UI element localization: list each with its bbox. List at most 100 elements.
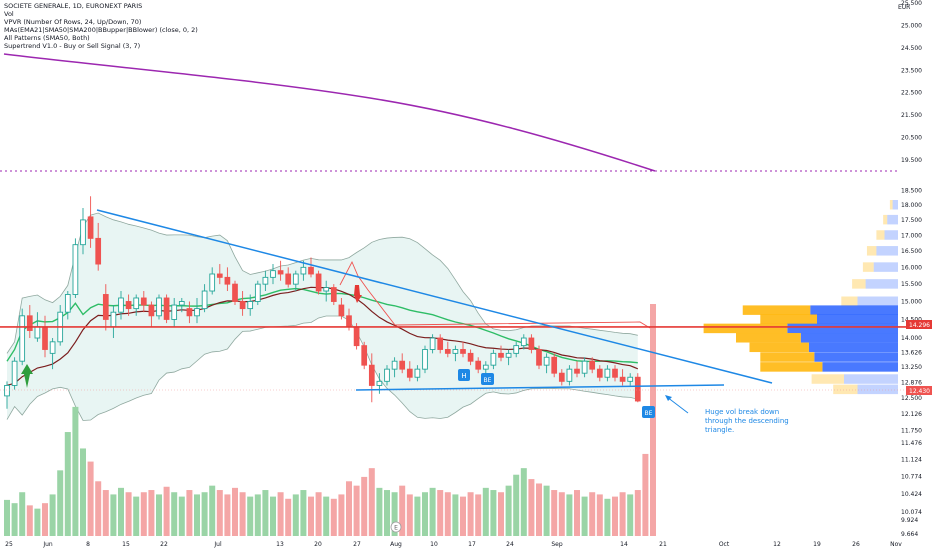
candle[interactable]: [528, 334, 535, 354]
candle[interactable]: [399, 353, 406, 374]
candle[interactable]: [133, 294, 140, 316]
candle[interactable]: [72, 238, 79, 298]
time-tick-label: 17: [468, 541, 476, 548]
candle[interactable]: [323, 280, 330, 302]
candle[interactable]: [406, 361, 413, 382]
volume-bar: [368, 468, 375, 536]
candle[interactable]: [574, 361, 580, 378]
candle[interactable]: [612, 365, 618, 382]
candle[interactable]: [604, 365, 611, 382]
candle[interactable]: [536, 345, 542, 370]
candle[interactable]: [308, 257, 314, 278]
candle[interactable]: [391, 357, 398, 378]
candle[interactable]: [467, 349, 474, 366]
candle[interactable]: [589, 357, 596, 374]
candle[interactable]: [95, 222, 102, 271]
candle[interactable]: [452, 345, 459, 362]
candle[interactable]: [330, 284, 337, 306]
candle[interactable]: [566, 365, 573, 386]
candle[interactable]: [338, 297, 345, 320]
candle[interactable]: [361, 341, 368, 370]
candle[interactable]: [520, 334, 527, 350]
candle-body: [133, 297, 140, 310]
time-tick-label: 12: [773, 541, 781, 548]
candle[interactable]: [163, 294, 170, 324]
candle[interactable]: [11, 357, 18, 390]
candle[interactable]: [262, 270, 269, 292]
candle[interactable]: [300, 260, 307, 281]
volume-bar: [224, 494, 231, 536]
candle[interactable]: [627, 373, 634, 386]
candle[interactable]: [87, 196, 94, 248]
candle[interactable]: [239, 291, 246, 316]
price-tick-label: 12.876: [901, 379, 922, 386]
candle[interactable]: [171, 297, 178, 327]
candle[interactable]: [475, 357, 482, 374]
volume-bar: [201, 492, 208, 536]
candle[interactable]: [80, 207, 86, 255]
candle[interactable]: [460, 341, 466, 358]
candle[interactable]: [437, 334, 444, 354]
candle[interactable]: [64, 291, 71, 320]
candle[interactable]: [254, 280, 261, 306]
candle[interactable]: [209, 267, 216, 295]
candle[interactable]: [285, 267, 292, 288]
candle[interactable]: [619, 369, 626, 386]
candle[interactable]: [102, 284, 109, 331]
earnings-marker[interactable]: E: [390, 521, 402, 533]
candle[interactable]: [384, 365, 390, 386]
candle[interactable]: [118, 291, 124, 320]
candle[interactable]: [4, 381, 10, 409]
candle[interactable]: [368, 353, 375, 403]
candle[interactable]: [414, 365, 421, 382]
candle[interactable]: [148, 301, 155, 327]
candle[interactable]: [232, 280, 238, 306]
pattern-marker-be-2[interactable]: BE: [642, 406, 655, 418]
candle[interactable]: [513, 341, 520, 358]
volume-bar: [353, 485, 360, 536]
candle[interactable]: [216, 264, 223, 285]
volume-bar: [11, 503, 18, 536]
price-axis[interactable]: EUR 25.500 25.000 24.500 23.500 22.500 21.500…: [898, 0, 922, 538]
candle[interactable]: [247, 294, 254, 316]
candle[interactable]: [634, 373, 641, 403]
candle[interactable]: [270, 264, 276, 285]
pattern-marker-be-1[interactable]: BE: [481, 373, 494, 385]
candle[interactable]: [201, 284, 208, 313]
candle[interactable]: [186, 301, 193, 324]
time-axis[interactable]: 25 Jun 8 15 22 Jul 13 20 27 Aug 10 17 24 Sep 14 21 Oct 12…: [5, 541, 902, 548]
candle[interactable]: [49, 338, 56, 370]
candle-body: [604, 368, 611, 378]
candle[interactable]: [498, 345, 504, 362]
pattern-marker-h[interactable]: H: [458, 369, 470, 381]
candle[interactable]: [422, 345, 428, 374]
candle[interactable]: [224, 267, 231, 292]
volume-bar: [566, 494, 573, 536]
candle[interactable]: [178, 297, 185, 313]
candle[interactable]: [490, 349, 497, 370]
volume-bar: [536, 483, 542, 536]
candle[interactable]: [558, 369, 565, 386]
descending-trendline[interactable]: [96, 209, 773, 384]
candle[interactable]: [444, 341, 451, 358]
candle[interactable]: [581, 357, 588, 378]
candle[interactable]: [551, 353, 558, 378]
candle[interactable]: [277, 260, 284, 281]
candle[interactable]: [125, 294, 132, 316]
candle[interactable]: [429, 334, 436, 354]
volume-bar: [87, 461, 94, 536]
candle[interactable]: [156, 294, 162, 320]
candle[interactable]: [596, 365, 603, 382]
support-trendline[interactable]: [355, 384, 725, 391]
candle[interactable]: [505, 349, 512, 366]
candle[interactable]: [292, 270, 299, 292]
candle[interactable]: [140, 291, 147, 313]
candle[interactable]: [194, 297, 200, 324]
candle[interactable]: [19, 308, 26, 366]
candle[interactable]: [543, 353, 550, 374]
candle[interactable]: [315, 270, 322, 295]
candle[interactable]: [26, 305, 33, 339]
candle-body: [460, 349, 466, 354]
